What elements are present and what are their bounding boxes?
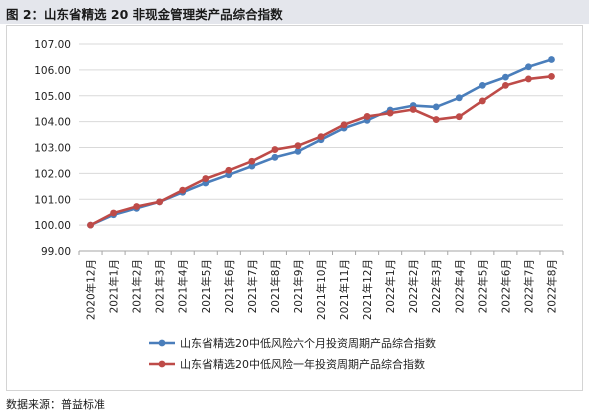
series-2-point xyxy=(455,113,463,121)
x-tick-label: 2021年7月 xyxy=(246,259,259,313)
chart-frame: 99.00 100.00 101.00 102.00 103.00 104.00 105.0… xyxy=(6,25,583,391)
series-2-point xyxy=(525,75,532,83)
x-tick-label: 2021年9月 xyxy=(292,259,305,313)
y-tick-label: 99.00 xyxy=(41,246,71,258)
y-tick-label: 107.00 xyxy=(34,39,71,51)
series-1-point xyxy=(525,63,532,71)
figure-title-bar: 图 2：山东省精选 20 非现金管理类产品综合指数 xyxy=(0,0,589,24)
series-2-point xyxy=(409,106,417,113)
series-2-point xyxy=(501,82,509,89)
series-2-point xyxy=(225,166,233,174)
series-2-point xyxy=(386,109,394,117)
x-tick-label: 2022年5月 xyxy=(476,259,489,313)
x-tick-label: 2021年12月 xyxy=(361,259,374,320)
y-tick-label: 102.00 xyxy=(34,168,71,180)
series-2-point xyxy=(202,175,210,182)
series-2-point xyxy=(133,203,141,210)
series-2-point xyxy=(363,113,371,120)
y-tick-label: 106.00 xyxy=(34,65,71,77)
x-tick-label: 2022年4月 xyxy=(453,259,466,313)
series-2-point xyxy=(110,209,117,217)
y-tick-label: 104.00 xyxy=(34,117,71,129)
x-tick-label: 2022年6月 xyxy=(499,259,512,313)
x-tick-label: 2020年12月 xyxy=(85,259,98,320)
y-tick-label: 101.00 xyxy=(34,194,71,206)
y-tick-label: 100.00 xyxy=(34,220,71,232)
series-2-point xyxy=(432,116,440,123)
series-2-point xyxy=(478,97,486,105)
x-tick-label: 2022年2月 xyxy=(407,259,420,313)
series-2-point xyxy=(156,198,164,206)
x-tick-label: 2022年7月 xyxy=(522,259,535,313)
y-tick-label: 105.00 xyxy=(34,91,71,103)
series-2-point xyxy=(294,142,302,150)
legend-swatch-marker xyxy=(158,339,166,347)
x-tick-label: 2021年3月 xyxy=(154,259,167,313)
series-2-point xyxy=(87,221,94,229)
x-tick-label: 2022年8月 xyxy=(545,259,558,313)
x-tick-label: 2022年1月 xyxy=(384,259,397,313)
x-tick-label: 2021年8月 xyxy=(269,259,282,313)
legend-label-series-2: 山东省精选20中低风险一年投资周期产品综合指数 xyxy=(180,357,425,371)
line-chart: 99.00 100.00 101.00 102.00 103.00 104.00 105.0… xyxy=(34,39,564,371)
series-1-point xyxy=(501,73,509,81)
x-tick-label: 2021年1月 xyxy=(108,259,121,313)
series-1-point xyxy=(548,56,555,63)
source-note: 数据来源：普益标准 xyxy=(6,398,105,411)
legend-swatch-marker xyxy=(158,360,166,368)
series-2-point xyxy=(179,186,187,194)
series-2-point xyxy=(340,121,348,129)
series-1-point xyxy=(271,153,279,161)
series-1-point xyxy=(248,162,256,170)
x-tick-label: 2021年10月 xyxy=(315,259,328,320)
legend-label-series-1: 山东省精选20中低风险六个月投资周期产品综合指数 xyxy=(180,336,436,350)
series-2-point xyxy=(548,72,555,80)
series-2-point xyxy=(317,133,325,141)
series-1-point xyxy=(478,82,486,89)
series-1-point xyxy=(294,147,302,155)
x-tick-label: 2022年3月 xyxy=(430,259,443,313)
x-tick-label: 2021年6月 xyxy=(223,259,236,313)
figure-title: 图 2：山东省精选 20 非现金管理类产品综合指数 xyxy=(6,7,283,22)
x-tick-label: 2021年5月 xyxy=(200,259,213,313)
series-1-point xyxy=(432,103,440,111)
x-tick-label: 2021年4月 xyxy=(177,259,190,313)
x-tick-label: 2021年2月 xyxy=(131,259,144,313)
y-tick-label: 103.00 xyxy=(34,143,71,155)
series-2-point xyxy=(271,146,279,153)
x-tick-label: 2021年11月 xyxy=(338,259,351,320)
series-1-point xyxy=(455,94,463,102)
series-2-point xyxy=(248,157,256,165)
